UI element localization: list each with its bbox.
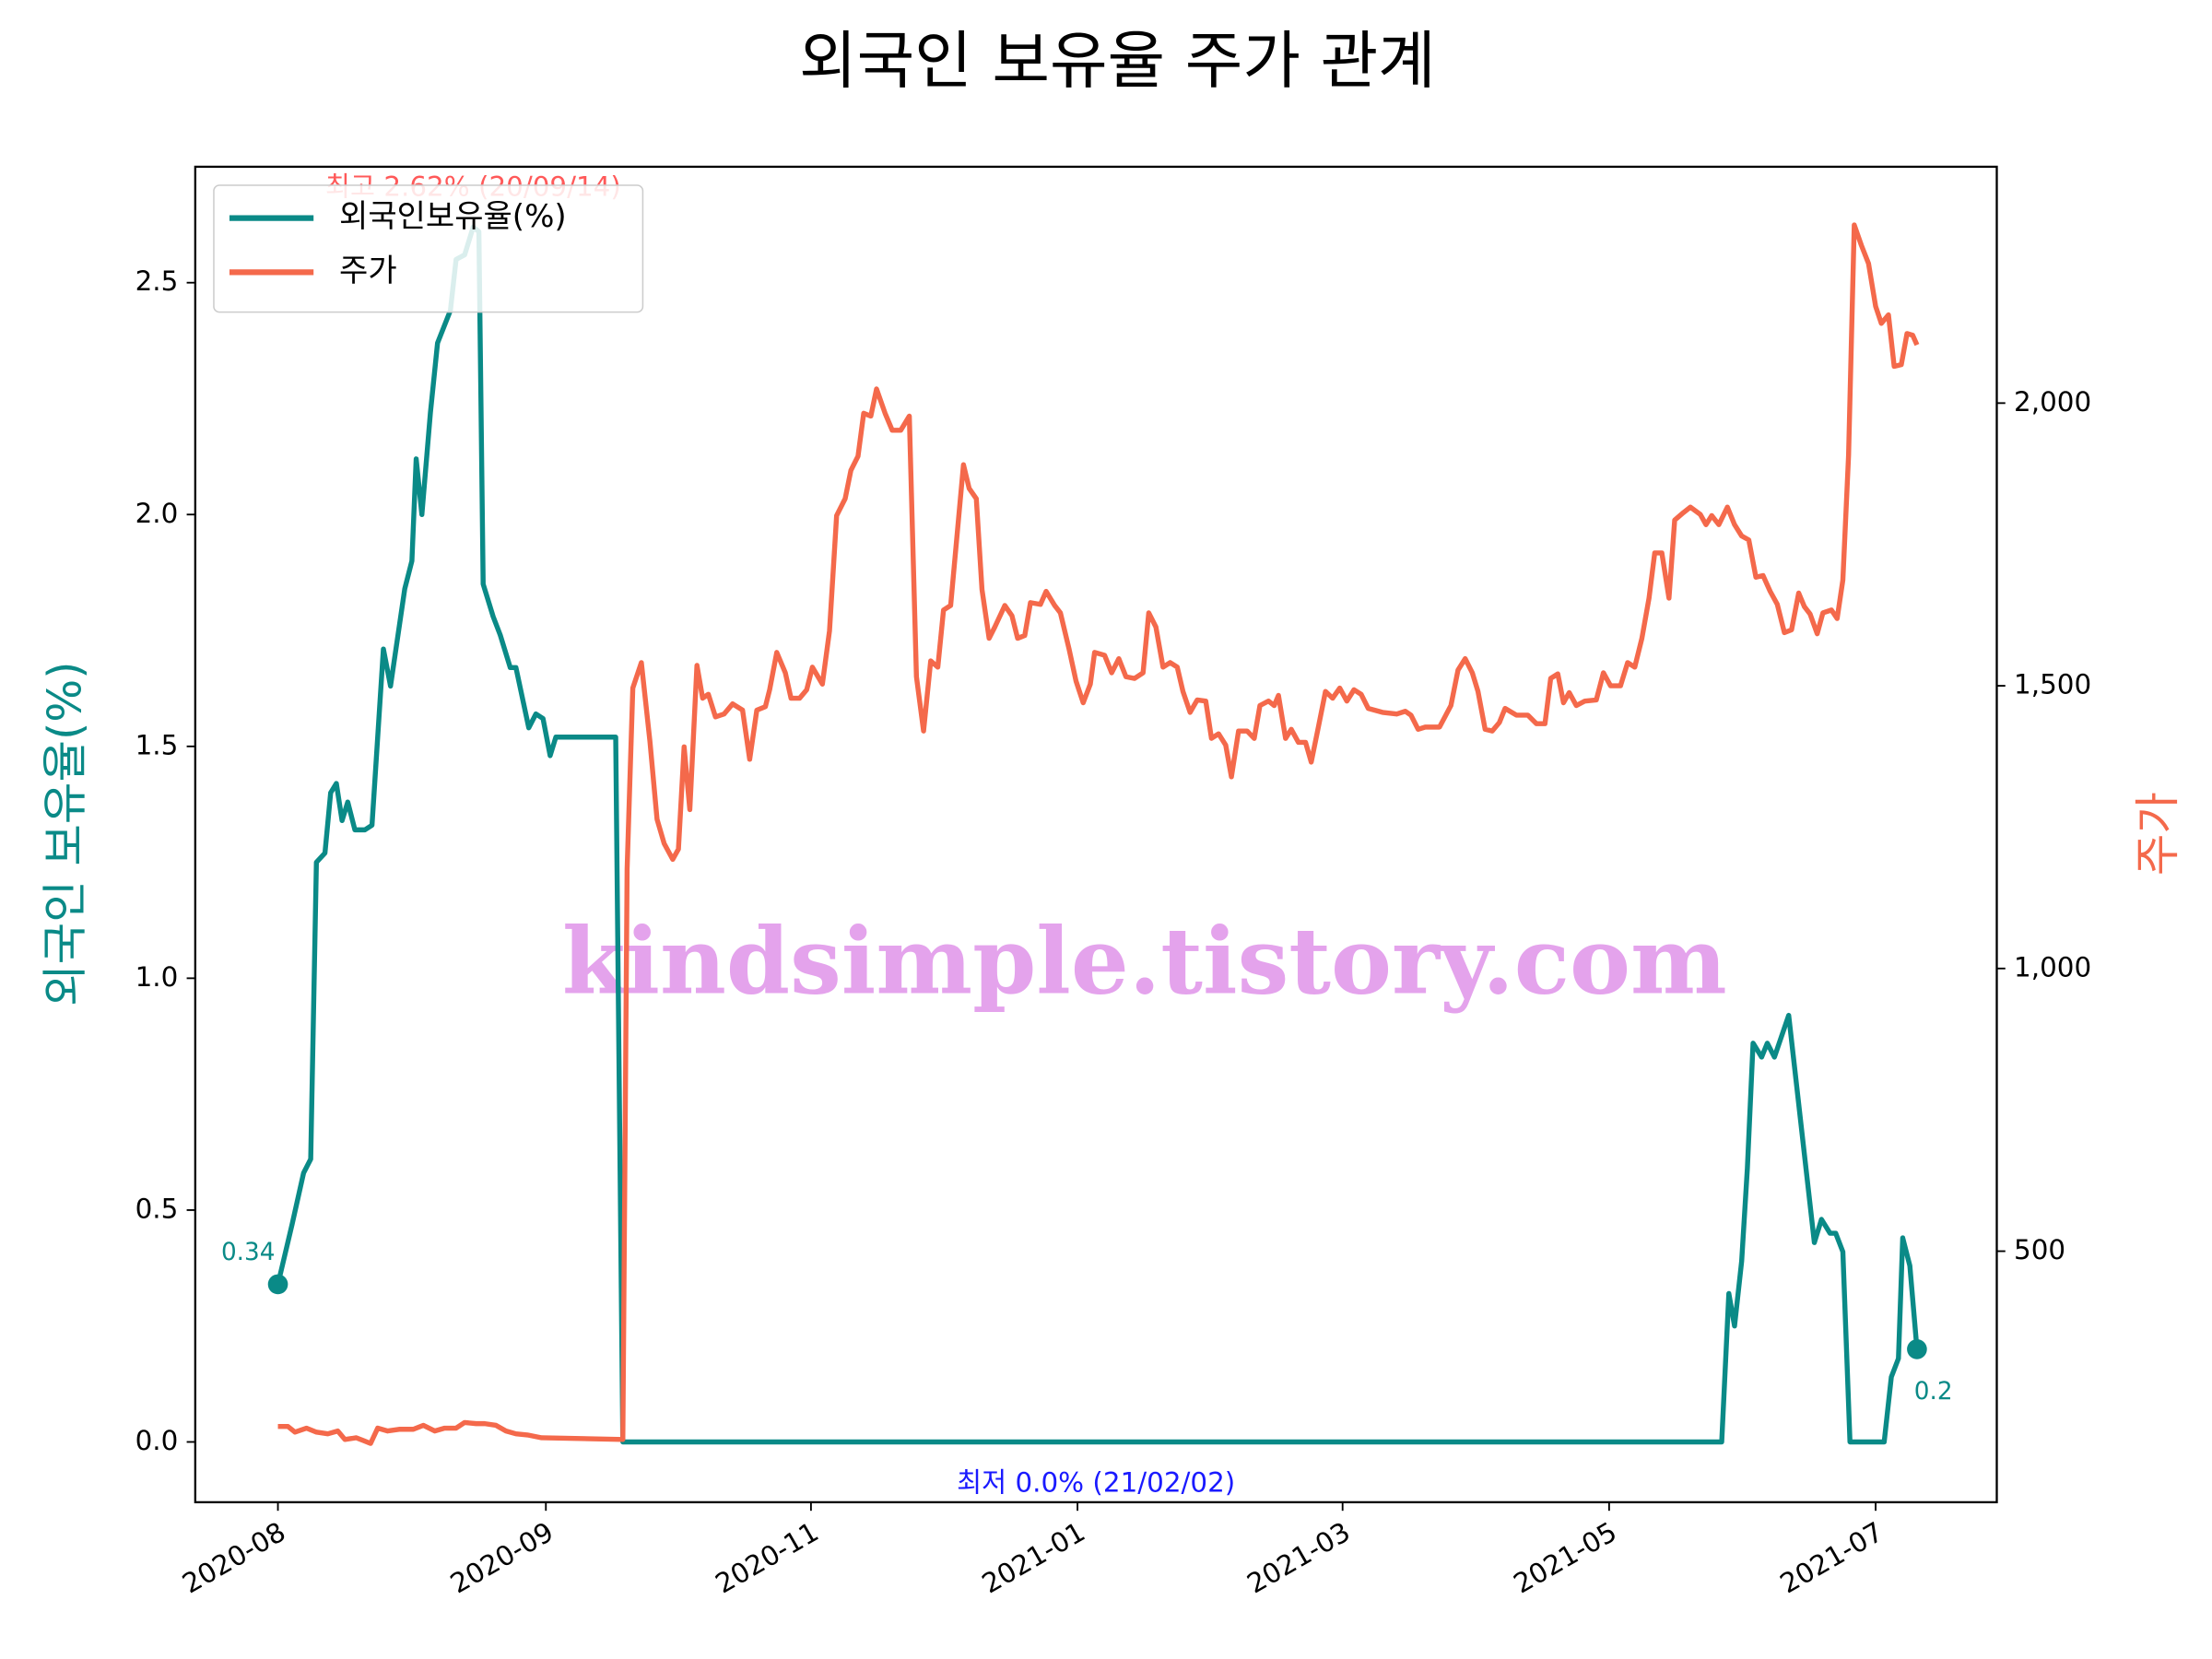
y-tick-label: 2.5 [135, 265, 179, 297]
point-label: 0.2 [1914, 1378, 1953, 1406]
legend-box [213, 184, 644, 313]
y-tick-label: 0.0 [135, 1425, 179, 1456]
legend-label: 주가 [339, 253, 397, 289]
watermark: kindsimple.tistory.com [562, 908, 1727, 1015]
y2-tick-label: 1,500 [2014, 669, 2091, 700]
end-marker [1907, 1339, 1927, 1359]
end-marker [267, 1274, 288, 1295]
min-annotation: 최저 0.0% (21/02/02) [957, 1466, 1235, 1498]
y2-tick-label: 1,000 [2014, 951, 2091, 982]
chart-title: 외국인 보유율 주가 관계 [799, 26, 1436, 99]
y-tick-label: 2.0 [135, 498, 179, 529]
y-tick-label: 1.0 [135, 961, 179, 993]
series-line [277, 222, 1920, 1446]
point-label: 0.34 [221, 1239, 275, 1266]
y-tick-label: 1.5 [135, 729, 179, 760]
y2-axis-label: 주가 [2131, 792, 2184, 876]
y2-tick-label: 500 [2014, 1234, 2065, 1265]
series-line [275, 224, 1920, 1445]
legend-label: 외국인보유율(%) [339, 198, 567, 235]
y-axis-label: 외국인 보유율(%) [39, 661, 92, 1006]
y-tick-label: 0.5 [135, 1193, 179, 1224]
plot-frame [194, 165, 1998, 1504]
y2-tick-label: 2,000 [2014, 386, 2091, 418]
